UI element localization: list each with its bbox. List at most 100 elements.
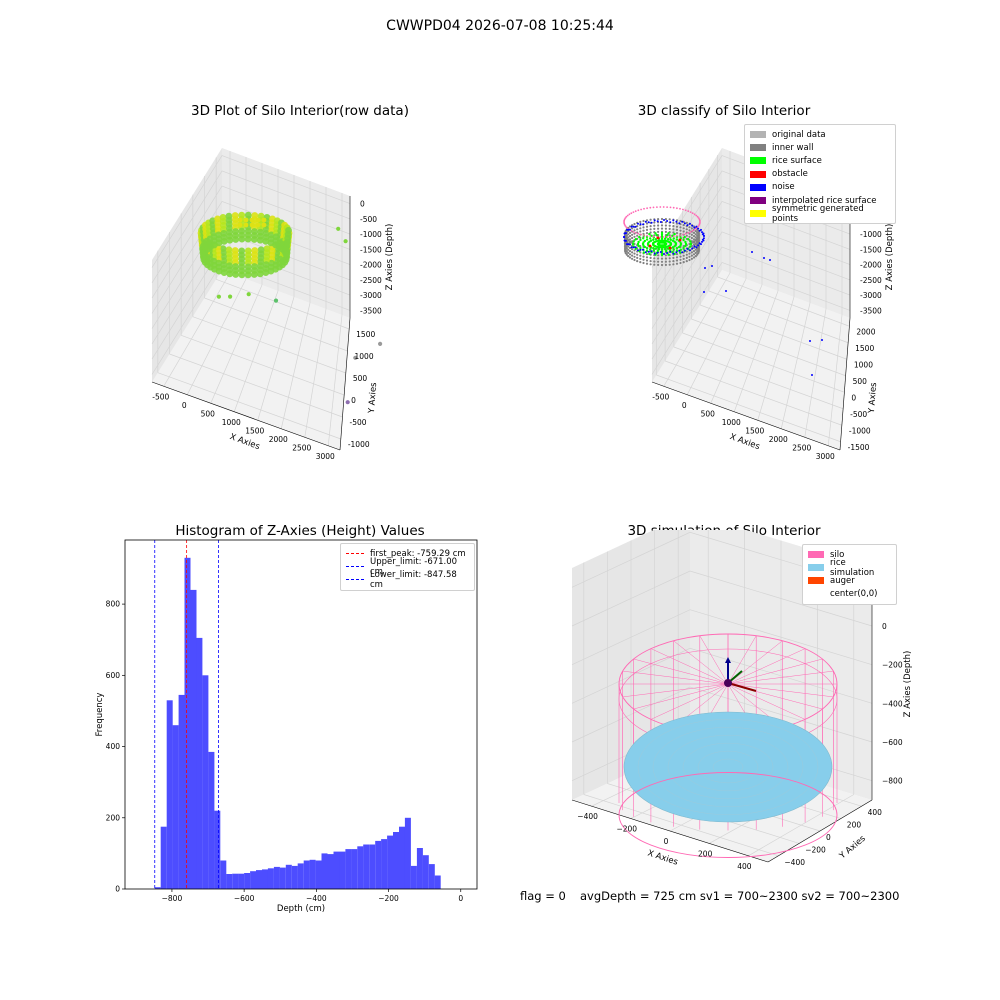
- legend-label: original data: [772, 129, 826, 140]
- noise-point: [675, 251, 678, 254]
- generated-point: [643, 234, 645, 237]
- legend-label: rice simulation: [830, 557, 875, 578]
- inner-wall-point: [685, 256, 688, 259]
- rice-surface-point: [682, 246, 685, 250]
- noise-point: [700, 228, 702, 231]
- inner-wall-point: [649, 228, 652, 231]
- inner-wall-point: [685, 234, 688, 237]
- inner-wall-point: [682, 224, 685, 227]
- histogram-bar: [154, 887, 161, 889]
- histogram-bar: [309, 859, 316, 889]
- generated-point: [666, 236, 668, 238]
- z-tick-label: -2500: [860, 276, 882, 285]
- rice-surface-point: [660, 246, 664, 249]
- noise-point: [644, 251, 647, 254]
- grid-line: [157, 372, 341, 440]
- legend-item-rice-simulation: rice simulation: [808, 558, 891, 578]
- inner-wall-point: [642, 219, 645, 223]
- inner-wall-point: [657, 227, 660, 230]
- data-point: [232, 236, 240, 243]
- generated-point: [676, 207, 678, 210]
- noise-point: [639, 248, 642, 251]
- grid-line: [151, 200, 351, 314]
- rice-surface-point: [660, 237, 664, 240]
- grid-line: [757, 296, 795, 421]
- silo-wire: [727, 648, 806, 685]
- noise-point: [663, 219, 665, 221]
- inner-wall-point: [668, 260, 671, 263]
- x-axis-label: X Axies: [646, 848, 679, 867]
- legend-label: noise: [772, 182, 795, 193]
- data-point: [249, 222, 255, 228]
- legend-line: [346, 566, 364, 568]
- noise-point: [656, 251, 659, 254]
- generated-point: [698, 223, 701, 226]
- inner-wall-point: [694, 236, 697, 239]
- rice-surface-point: [645, 238, 649, 241]
- noise-point: [659, 251, 662, 253]
- rice-surface-point: [642, 237, 645, 240]
- rice-surface-point: [679, 248, 682, 251]
- floor-pane: [652, 270, 850, 450]
- x-tick-label: −200: [616, 825, 637, 834]
- noise-point: [634, 225, 637, 228]
- inner-wall-point: [688, 258, 691, 262]
- x-tick-label: 0: [664, 837, 669, 846]
- inner-wall-point: [627, 248, 630, 251]
- inner-wall-point: [682, 254, 685, 257]
- noise-point: [697, 244, 700, 247]
- inner-wall-point: [636, 253, 639, 256]
- y-axis-label: Y Axies: [367, 382, 379, 415]
- z-tick-label: 0: [360, 200, 365, 209]
- inner-wall-point: [628, 246, 632, 249]
- inner-wall-point: [664, 224, 667, 227]
- rice-surface-point: [656, 239, 660, 243]
- noise-point: [656, 220, 659, 223]
- grid-line: [192, 316, 346, 374]
- silo-wire: [727, 658, 823, 685]
- inner-wall-point: [672, 225, 675, 228]
- rice-surface-point: [678, 251, 682, 254]
- inner-wall-point: [645, 222, 649, 225]
- y-tick-label: -500: [850, 410, 867, 419]
- grid-line: [571, 647, 873, 704]
- generated-point: [623, 219, 626, 222]
- inner-wall-point: [672, 221, 675, 224]
- silo-wire: [727, 670, 834, 685]
- grid-line: [710, 284, 763, 404]
- x-tick-label: 500: [201, 409, 216, 418]
- generated-point: [632, 211, 635, 213]
- grid-line: [651, 216, 851, 329]
- inner-wall-point: [672, 256, 675, 259]
- data-point: [243, 222, 249, 228]
- histogram-bar: [202, 675, 209, 889]
- simulation-legend: silo rice simulation auger center(0,0): [802, 544, 897, 605]
- generated-point: [689, 211, 692, 213]
- rice-surface-point: [664, 242, 668, 245]
- inner-wall-point: [642, 226, 645, 229]
- data-point: [250, 271, 258, 278]
- inner-wall-point: [645, 228, 649, 231]
- legend-item-inner-wall: inner wall: [750, 141, 890, 154]
- inner-wall-point: [668, 224, 671, 227]
- noise-point: [637, 249, 639, 252]
- inner-wall-point: [649, 225, 652, 228]
- noise-point: [751, 251, 753, 253]
- rice-surface-point: [666, 233, 669, 237]
- legend-item-lower-limit: Lower_limit: -847.58 cm: [346, 570, 469, 590]
- noise-point: [683, 222, 686, 225]
- grid-line: [233, 290, 279, 412]
- noise-point: [691, 224, 694, 227]
- noise-point: [628, 243, 631, 246]
- inner-wall-point: [685, 260, 688, 263]
- inner-wall-point: [627, 239, 630, 242]
- inner-wall-point: [696, 253, 699, 256]
- inner-wall-point: [636, 256, 639, 259]
- inner-wall-point: [631, 254, 634, 257]
- silo-wire: [633, 658, 729, 685]
- legend-label: inner wall: [772, 142, 814, 153]
- generated-point: [640, 208, 642, 211]
- y-tick-label: 0: [351, 396, 356, 405]
- silo-bottom-ring: [618, 772, 838, 858]
- y-tick-label: -1000: [348, 440, 370, 449]
